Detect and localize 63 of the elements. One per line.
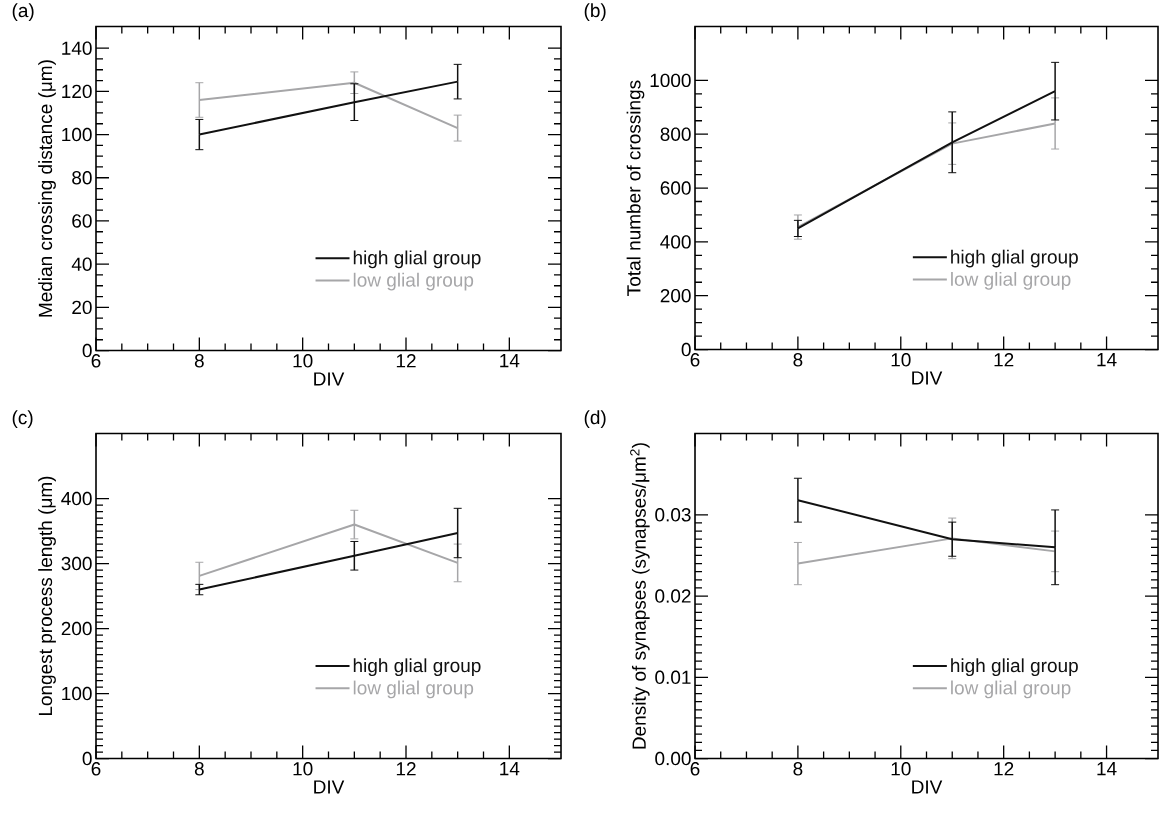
y-tick-label: 400 bbox=[61, 492, 92, 506]
y-axis-title: Longest process length (μm) bbox=[38, 476, 56, 716]
x-axis-title: DIV bbox=[314, 372, 345, 386]
legend-label: low glial group bbox=[353, 680, 474, 699]
y-tick-label: 600 bbox=[660, 181, 691, 195]
y-tick-label: 100 bbox=[62, 128, 92, 142]
y-tick-label: 0.01 bbox=[655, 670, 691, 685]
y-tick-label: 20 bbox=[72, 300, 92, 315]
x-tick-label: 6 bbox=[690, 762, 700, 776]
y-tick-label: 200 bbox=[61, 622, 92, 636]
x-tick-label: 10 bbox=[293, 762, 313, 776]
y-tick-label: 300 bbox=[61, 557, 92, 571]
x-tick-label: 8 bbox=[194, 762, 204, 776]
x-tick-label: 10 bbox=[891, 353, 911, 367]
x-axis-title: DIV bbox=[912, 780, 943, 794]
chart-title: (b) bbox=[584, 3, 606, 22]
y-tick-label: 0.03 bbox=[655, 508, 691, 522]
y-tick-label: 60 bbox=[72, 214, 92, 228]
y-axis-title: Density of synapses (synapses/μm$^{2}$) bbox=[630, 443, 650, 749]
x-axis-title: DIV bbox=[314, 780, 345, 794]
x-tick-label: 12 bbox=[994, 353, 1014, 367]
y-tick-label: 0 bbox=[82, 344, 92, 358]
y-tick-label: 80 bbox=[72, 171, 92, 185]
y-tick-label: 40 bbox=[71, 257, 92, 272]
x-axis-title: DIV bbox=[912, 371, 943, 385]
y-tick-label: 400 bbox=[660, 235, 691, 249]
y-axis-title: Median crossing distance (μm) bbox=[38, 60, 56, 317]
x-tick-label: 14 bbox=[1097, 762, 1117, 776]
x-tick-label: 12 bbox=[396, 762, 416, 776]
x-tick-label: 8 bbox=[793, 353, 803, 367]
y-tick-label: 0.02 bbox=[655, 589, 691, 604]
x-tick-label: 10 bbox=[293, 354, 313, 368]
legend-label: low glial group bbox=[353, 272, 474, 291]
x-tick-label: 14 bbox=[500, 354, 520, 368]
y-tick-label: 200 bbox=[660, 289, 691, 303]
legend-label: high glial group bbox=[353, 250, 481, 269]
legend-label: low glial group bbox=[951, 272, 1071, 290]
legend-label: high glial group bbox=[951, 658, 1078, 677]
x-tick-label: 8 bbox=[793, 762, 803, 776]
chart-title: (c) bbox=[12, 410, 33, 429]
x-tick-label: 6 bbox=[91, 354, 101, 368]
y-tick-label: 0.00 bbox=[655, 752, 691, 766]
y-axis-title: Total number of crossings bbox=[626, 80, 645, 297]
y-tick-label: 100 bbox=[62, 687, 92, 701]
y-tick-label: 800 bbox=[660, 127, 691, 142]
x-tick-label: 6 bbox=[690, 353, 700, 367]
legend-label: high glial group bbox=[951, 249, 1078, 268]
x-tick-label: 12 bbox=[994, 762, 1014, 776]
x-tick-label: 14 bbox=[1097, 353, 1117, 367]
y-tick-label: 1000 bbox=[650, 73, 691, 88]
x-tick-label: 14 bbox=[500, 762, 520, 776]
legend-label: high glial group bbox=[353, 658, 481, 677]
x-tick-label: 8 bbox=[194, 354, 204, 368]
chart-title: (a) bbox=[12, 3, 34, 22]
x-tick-label: 10 bbox=[891, 762, 911, 776]
y-tick-label: 0 bbox=[82, 752, 92, 766]
legend-label: low glial group bbox=[951, 680, 1071, 699]
chart-title: (d) bbox=[584, 410, 606, 429]
x-tick-label: 12 bbox=[396, 354, 416, 368]
x-tick-label: 6 bbox=[91, 762, 101, 776]
y-tick-label: 0 bbox=[681, 343, 691, 357]
y-tick-label: 120 bbox=[62, 84, 92, 99]
y-tick-label: 140 bbox=[62, 41, 92, 56]
